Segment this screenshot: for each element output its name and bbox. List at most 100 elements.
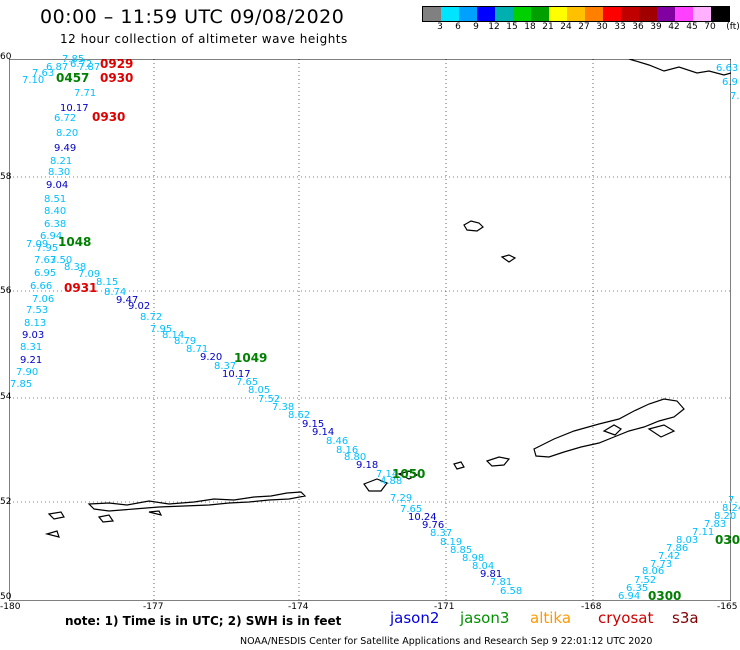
map-title: 00:00 – 11:59 UTC 09/08/2020 [40, 6, 345, 28]
colorbar-swatch [657, 7, 675, 21]
map-subtitle: 12 hour collection of altimeter wave hei… [60, 32, 348, 46]
wave-height-value: 9.04 [46, 180, 69, 191]
colorbar-label: 33 [614, 22, 626, 32]
lon-label: -168 [581, 602, 602, 612]
pass-time-label: 030 [715, 533, 740, 547]
pass-time-label: 0931 [64, 281, 98, 295]
wave-height-value: 8.85 [450, 545, 473, 556]
wave-height-value: 6.58 [500, 586, 523, 597]
wave-height-value: 6.72 [54, 113, 77, 124]
pass-time-label: 0929 [100, 57, 134, 71]
wave-height-value: 8.13 [24, 318, 47, 329]
wave-height-value: 8.20 [56, 128, 79, 139]
wave-height-value: 8.79 [174, 336, 197, 347]
wave-height-value: 9.15 [302, 419, 325, 430]
colorbar-swatch [675, 7, 693, 21]
wave-height-value: 8.40 [44, 206, 67, 217]
lon-label: -171 [434, 602, 455, 612]
colorbar-swatch [693, 7, 711, 21]
wave-height-value: 6.95 [34, 268, 57, 279]
wave-height-value: 7.95 [36, 243, 59, 254]
wave-height-value: 8.37 [214, 361, 237, 372]
wave-height-value: 6.72 [70, 59, 93, 70]
colorbar-label: 18 [524, 22, 536, 32]
legend-cryosat: cryosat [598, 609, 654, 627]
colorbar-swatch [585, 7, 603, 21]
colorbar-swatch [459, 7, 477, 21]
wave-height-value: 8.19 [440, 537, 463, 548]
wave-height-value: 7.11 [692, 527, 715, 538]
colorbar-swatch [603, 7, 621, 21]
wave-height-value: 7.63 [34, 255, 57, 266]
wave-height-value: 7.83 [704, 519, 727, 530]
wave-height-value: 9.03 [22, 330, 45, 341]
wave-height-value: 8.31 [20, 342, 43, 353]
lon-label: -174 [288, 602, 309, 612]
wave-height-value: 9.21 [20, 355, 43, 366]
footer-note: note: 1) Time is in UTC; 2) SWH is in fe… [65, 614, 342, 628]
wave-height-value: 7.50 [50, 255, 73, 266]
wave-height-value: 7.06 [32, 294, 55, 305]
colorbar-label: 45 [686, 22, 698, 32]
colorbar-label: 27 [578, 22, 590, 32]
wave-height-value: 7.86 [666, 543, 689, 554]
legend-jason3: jason3 [460, 609, 510, 627]
wave-height-value: 10.17 [60, 103, 89, 114]
pass-time-label: 0457 [56, 71, 90, 85]
wave-height-value: 9.47 [116, 295, 139, 306]
wave-height-value: 8.98 [462, 553, 485, 564]
colorbar-swatch [441, 7, 459, 21]
wave-height-value: 6.87 [46, 62, 69, 73]
wave-height-value: 8.14 [162, 330, 185, 341]
colorbar-label: 15 [506, 22, 518, 32]
colorbar-swatch [495, 7, 513, 21]
colorbar-label: 70 [704, 22, 716, 32]
wave-height-value: 7. [730, 91, 740, 102]
map-frame [9, 59, 731, 601]
wave-height-value: 7.09 [26, 239, 49, 250]
wave-height-value: 8.16 [336, 445, 359, 456]
wave-height-value: 4.88 [380, 476, 403, 487]
wave-height-value: 8.74 [104, 287, 127, 298]
colorbar-label: 21 [542, 22, 554, 32]
wave-height-value: 7.65 [236, 377, 259, 388]
lat-label: 60 [0, 52, 12, 62]
wave-height-value: 7.63 [32, 68, 55, 79]
pass-time-label: 0930 [100, 71, 134, 85]
wave-height-value: 8.46 [326, 436, 349, 447]
wave-height-value: 8.71 [186, 344, 209, 355]
legend-s3a: s3a [672, 609, 699, 627]
colorbar-unit: (ft) [726, 22, 740, 32]
wave-height-value: 7.90 [16, 367, 39, 378]
wave-height-value: 10.17 [222, 369, 251, 380]
wave-height-value: 7.87 [78, 62, 101, 73]
colorbar-swatch [477, 7, 495, 21]
wave-height-value: 8.30 [48, 167, 71, 178]
wave-height-value: 8.38 [64, 262, 87, 273]
coastlines [44, 59, 731, 538]
wave-height-value: 7.95 [150, 324, 173, 335]
lat-label: 58 [0, 172, 12, 182]
wave-height-value: 8.37 [430, 528, 453, 539]
wave-height-value: 7. [728, 495, 738, 506]
wave-height-value: 7.38 [272, 402, 295, 413]
wave-height-value: 6.38 [44, 219, 67, 230]
wave-height-value: 8.24 [722, 503, 740, 514]
lat-label: 50 [0, 592, 12, 602]
wave-height-value: 9.81 [480, 569, 503, 580]
colorbar-swatch [621, 7, 639, 21]
colorbar-label: 12 [488, 22, 500, 32]
wave-height-value: 8.62 [288, 410, 311, 421]
graticule [9, 59, 731, 601]
colorbar-label: 3 [437, 22, 443, 32]
wave-height-value: 8.06 [642, 566, 665, 577]
wave-height-value: 7.53 [26, 305, 49, 316]
wave-height-value: 8.80 [344, 452, 367, 463]
wave-height-value: 7.73 [650, 559, 673, 570]
wave-height-value: 9.49 [54, 143, 77, 154]
pass-time-label: 1049 [234, 351, 268, 365]
wave-height-value: 6.94 [40, 231, 63, 242]
wave-height-value: 8.15 [96, 277, 119, 288]
wave-height-value: 7.09 [78, 269, 101, 280]
wave-height-value: 7.14 [376, 469, 399, 480]
